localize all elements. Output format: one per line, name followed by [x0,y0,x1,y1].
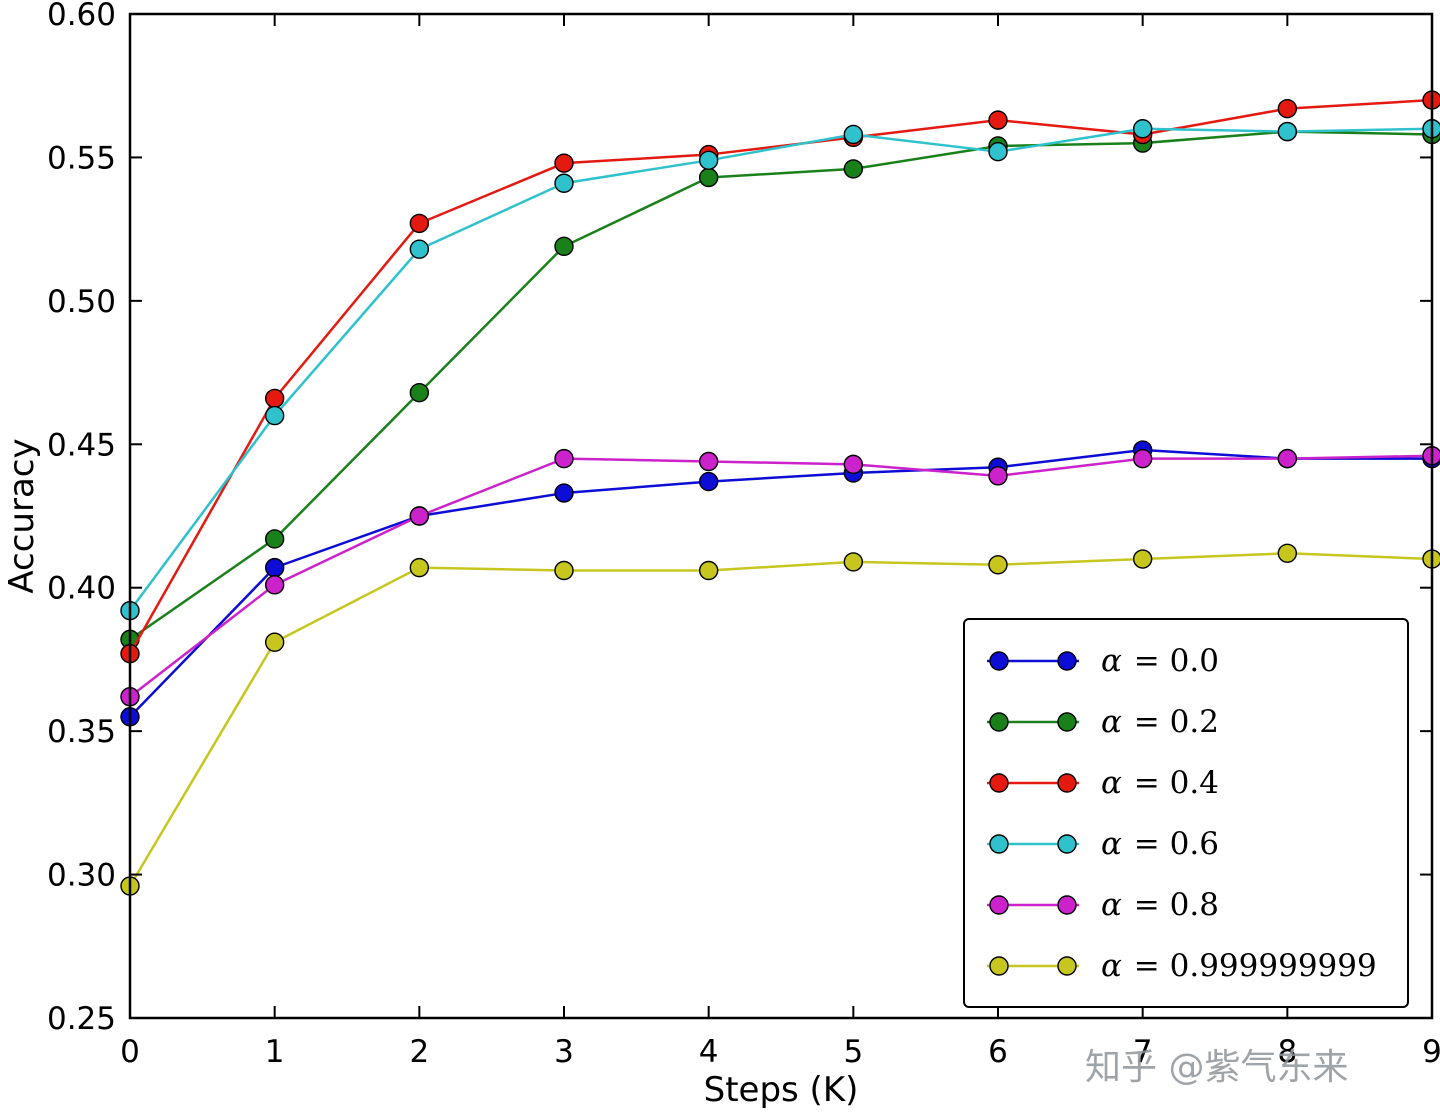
axes-frame [128,12,1434,1020]
legend-item: α = 0.8 [983,876,1389,934]
legend-line-marker [987,772,1079,793]
data-point [988,141,1008,162]
legend-line-marker [987,711,1079,732]
legend-line-marker [987,833,1079,854]
data-point [1277,98,1298,119]
data-point [1277,121,1298,142]
data-point [554,483,574,503]
series-line [129,448,1432,718]
data-point [1277,448,1298,469]
data-point [988,555,1008,575]
x-tick-label: 7 [1133,1034,1153,1070]
y-tick-label: 0.60 [47,0,116,33]
data-point [554,560,574,581]
data-point [264,575,285,595]
data-point [264,405,285,426]
series-line [128,127,1433,612]
data-point [264,388,285,409]
x-tick-label: 1 [265,1034,285,1070]
data-point [554,448,574,469]
data-point [988,110,1008,130]
data-point [988,466,1008,486]
x-tick-label: 2 [409,1034,429,1070]
legend-item: α = 0.4 [983,754,1389,812]
legend-label: α = 0.999999999 [1101,947,1377,984]
legend-label: α = 0.2 [1101,703,1219,740]
data-point [409,506,430,526]
data-point [554,173,574,193]
legend-line-marker [987,894,1079,915]
series-line [129,454,1433,698]
data-point [554,236,574,257]
y-tick-label: 0.30 [47,858,116,894]
legend-label: α = 0.6 [1101,825,1219,862]
data-point [409,239,430,259]
data-point [698,560,719,581]
x-tick-label: 8 [1277,1034,1297,1070]
y-tick-label: 0.25 [47,1001,116,1037]
y-axis-label: Accuracy [2,438,42,594]
data-point [1277,543,1298,563]
data-point [698,471,719,492]
data-point [554,153,574,173]
x-tick-label: 5 [843,1034,863,1070]
data-point [843,552,864,572]
y-tick-label: 0.55 [47,140,116,176]
data-point [698,167,719,188]
series-line [129,130,1433,641]
data-point [843,124,864,145]
data-point [1132,549,1153,569]
y-tick-label: 0.50 [47,284,116,320]
legend-item: α = 0.999999999 [983,937,1389,995]
y-tick-label: 0.45 [47,427,116,463]
data-point [409,557,430,578]
legend-label: α = 0.8 [1101,886,1219,923]
data-point [1132,448,1153,469]
data-point [698,451,719,472]
y-tick-label: 0.35 [47,714,116,750]
legend-label: α = 0.4 [1101,764,1219,801]
x-tick-label: 9 [1422,1034,1440,1070]
data-point [843,159,864,179]
legend-item: α = 0.6 [983,815,1389,873]
legend-line-marker [987,955,1079,976]
data-point [698,150,719,170]
series-line [128,552,1433,887]
data-point [264,557,285,578]
legend-label: α = 0.0 [1101,642,1219,679]
data-point [409,382,430,403]
data-point [409,213,430,234]
data-point [843,454,864,475]
data-point [264,632,285,652]
watermark: 知乎 @紫气东来 [1085,1047,1349,1088]
legend: α = 0.0 α = 0.2 α = 0.4 α = 0.6 α = 0.8 α = 0… [963,618,1409,1008]
x-tick-label: 4 [699,1034,719,1070]
y-tick-label: 0.40 [47,571,116,607]
legend-item: α = 0.2 [983,693,1389,751]
series-line [128,98,1433,655]
legend-item: α = 0.0 [983,632,1389,690]
x-tick-label: 0 [120,1034,140,1070]
legend-line-marker [987,650,1079,671]
data-point [264,529,285,549]
data-point [1132,119,1153,139]
x-axis-label: Steps (K) [703,1070,859,1110]
x-tick-label: 3 [554,1034,574,1070]
x-tick-label: 6 [988,1034,1008,1070]
